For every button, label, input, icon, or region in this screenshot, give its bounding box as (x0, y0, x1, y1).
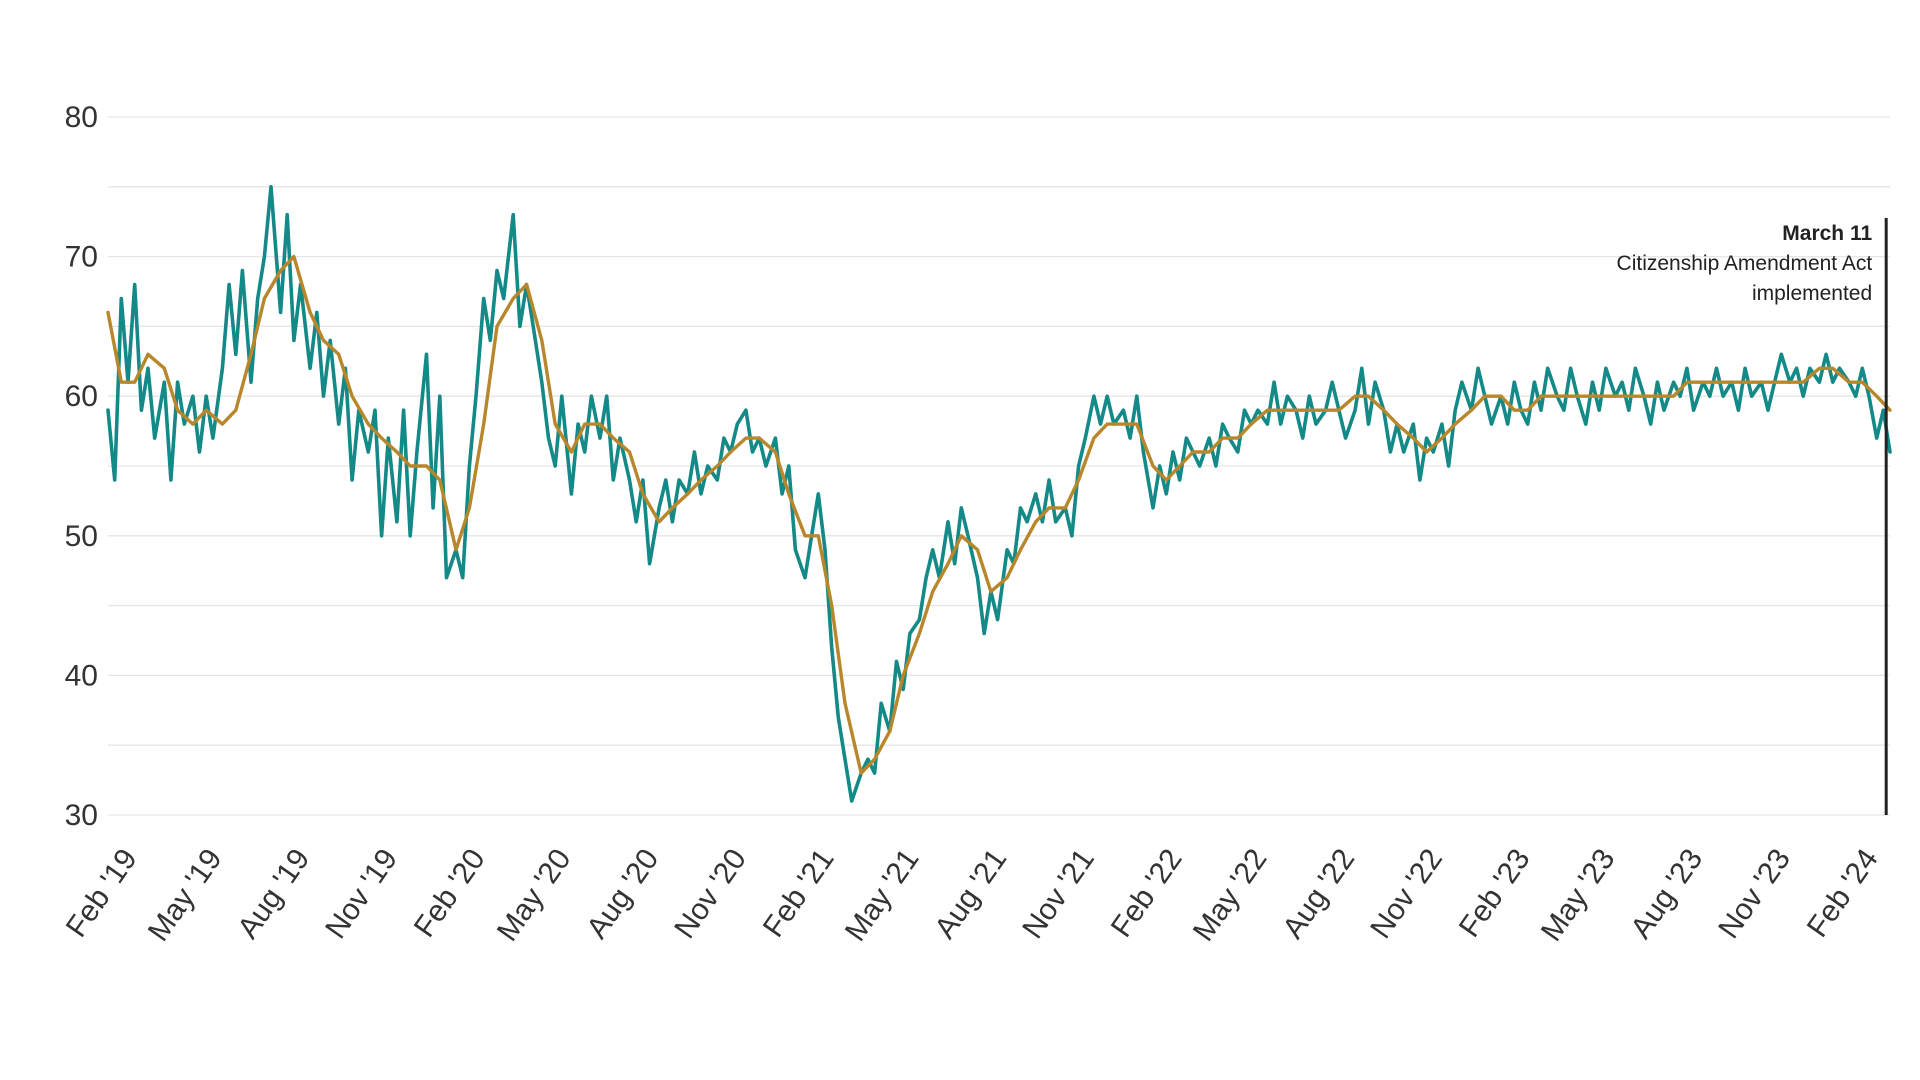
x-tick-label: May '21 (839, 843, 926, 947)
y-tick-label: 60 (65, 380, 98, 413)
x-tick-label: Nov '23 (1712, 843, 1797, 944)
x-tick-label: May '19 (142, 843, 229, 947)
y-tick-label: 80 (65, 101, 98, 134)
x-tick-label: Aug '20 (580, 843, 665, 945)
grid-layer (108, 116, 1890, 816)
y-tick-label: 70 (65, 241, 98, 274)
x-tick-label: Feb '20 (408, 843, 492, 943)
x-tick-label: Nov '20 (668, 843, 753, 944)
y-axis: 30 40 50 60 70 80 (65, 101, 98, 832)
x-tick-label: May '23 (1535, 843, 1622, 947)
y-tick-label: 40 (65, 659, 98, 692)
x-tick-label: Feb '22 (1105, 843, 1189, 943)
x-tick-label: Aug '19 (231, 843, 316, 945)
x-tick-label: Nov '21 (1016, 843, 1101, 944)
x-tick-label: Feb '23 (1453, 843, 1537, 943)
annotation-text-line-2: implemented (1752, 282, 1872, 305)
y-tick-label: 30 (65, 799, 98, 832)
annotation-text-line-1: Citizenship Amendment Act (1617, 252, 1873, 275)
x-tick-label: May '20 (491, 843, 578, 947)
x-tick-label: May '22 (1187, 843, 1274, 947)
series-layer (106, 185, 1892, 803)
y-tick-label: 50 (65, 520, 98, 553)
x-tick-label: Aug '22 (1276, 843, 1361, 945)
x-tick-label: Nov '22 (1364, 843, 1449, 944)
x-tick-label: Aug '23 (1624, 843, 1709, 945)
x-tick-label: Feb '24 (1801, 843, 1885, 943)
series-line-average (106, 254, 1892, 775)
x-tick-label: Nov '19 (319, 843, 404, 944)
x-tick-label: Feb '21 (757, 843, 841, 943)
x-tick-label: Feb '19 (60, 843, 144, 943)
annotation-title: March 11 (1782, 222, 1872, 245)
x-tick-label: Aug '21 (928, 843, 1013, 945)
annotation: March 11 Citizenship Amendment Act imple… (1617, 218, 1888, 815)
series-line-daily (106, 185, 1892, 803)
